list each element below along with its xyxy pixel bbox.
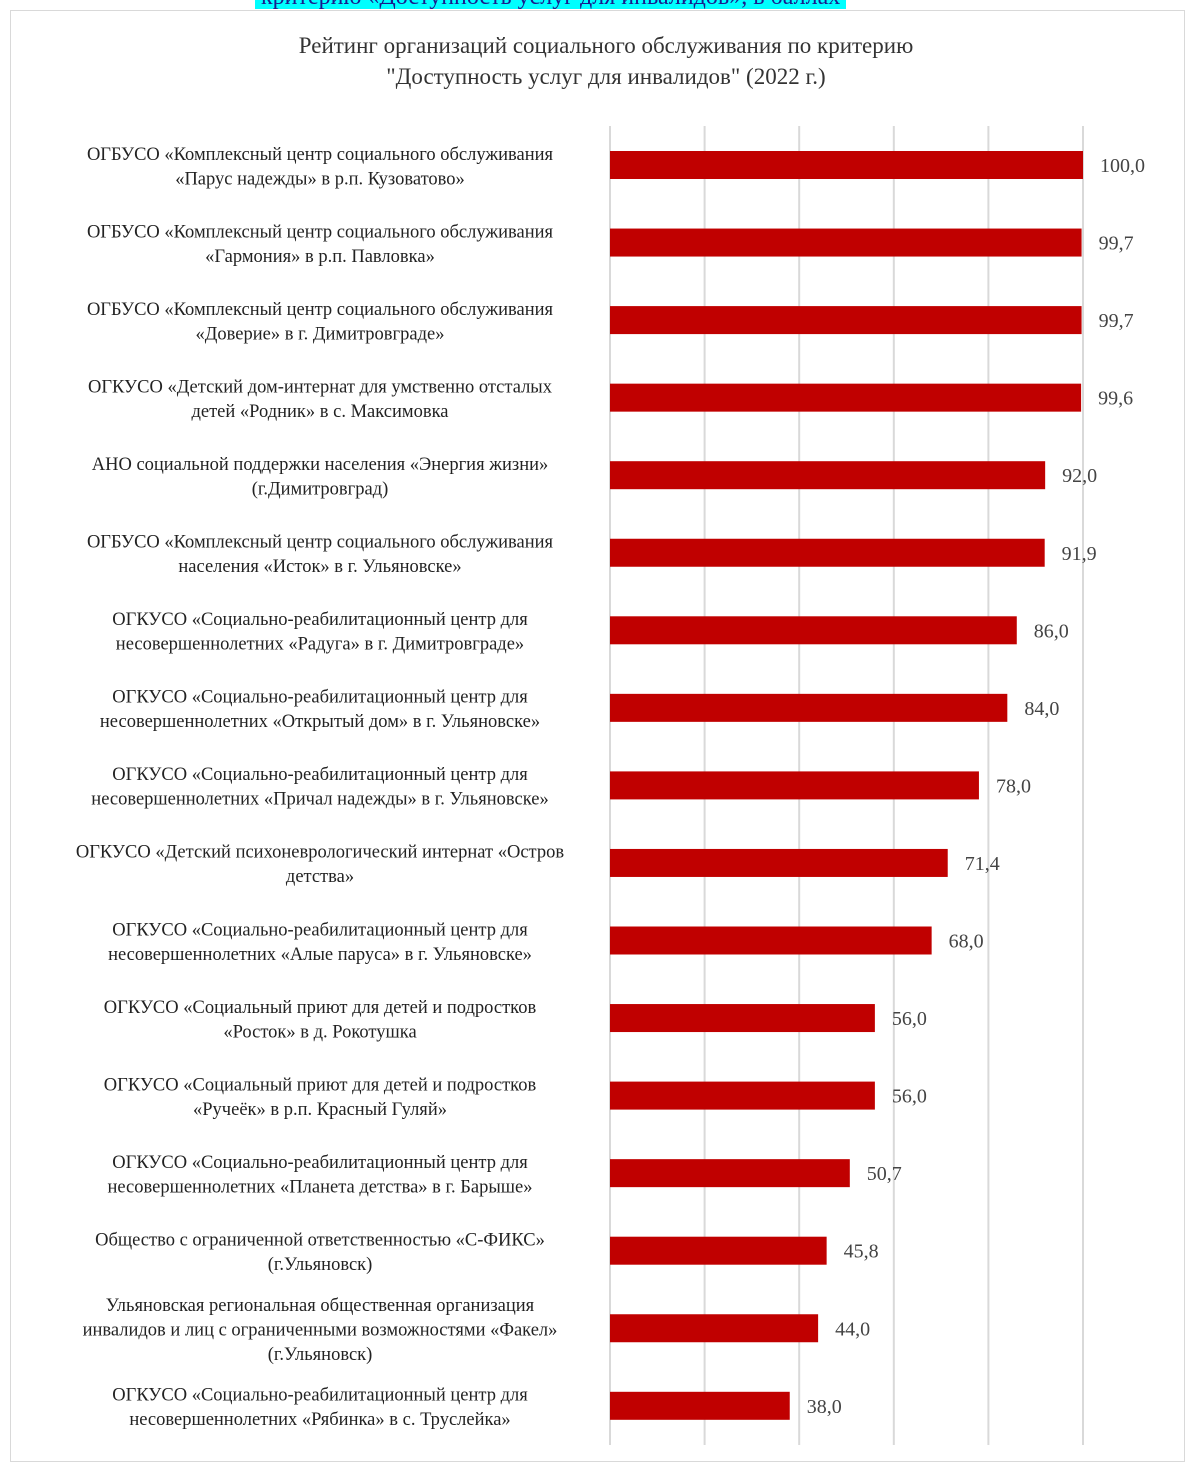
chart-title-line-1: Рейтинг организаций социального обслужив… <box>298 33 914 58</box>
bar <box>610 771 979 800</box>
data-label: 56,0 <box>892 1086 927 1108</box>
category-label: несовершеннолетних «Открытый дом» в г. У… <box>100 712 540 732</box>
category-label: ОГКУСО «Социальный приют для детей и под… <box>104 1075 537 1095</box>
category-label: ОГКУСО «Социально-реабилитационный центр… <box>112 688 528 708</box>
bar <box>610 228 1082 257</box>
category-label: (г.Ульяновск) <box>268 1255 373 1275</box>
category-label: несовершеннолетних «Алые паруса» в г. Ул… <box>108 945 532 965</box>
category-label: «Росток» в д. Рокотушка <box>223 1022 416 1042</box>
category-label: ОГКУСО «Детский дом-интернат для умствен… <box>88 377 553 397</box>
bar <box>610 538 1045 567</box>
chart-title-line-2: "Доступность услуг для инвалидов" (2022 … <box>386 64 826 89</box>
bar <box>610 1004 875 1033</box>
category-label: ОГКУСО «Социально-реабилитационный центр… <box>112 1153 528 1173</box>
bar <box>610 693 1008 722</box>
category-label: детей «Родник» в с. Максимовка <box>191 402 448 422</box>
bar <box>610 383 1082 412</box>
data-label: 99,7 <box>1099 233 1134 255</box>
data-label: 50,7 <box>867 1163 902 1185</box>
bar <box>610 1081 875 1110</box>
bar <box>610 306 1082 335</box>
bar <box>610 151 1083 179</box>
category-label: ОГКУСО «Детский психоневрологический инт… <box>76 843 564 863</box>
bar <box>610 848 948 877</box>
category-label: ОГКУСО «Социально-реабилитационный центр… <box>112 765 528 785</box>
category-label: «Доверие» в г. Димитровграде» <box>196 324 445 344</box>
data-label: 86,0 <box>1034 620 1069 642</box>
top-caption-strip: критерию «Доступность услуг для инвалидо… <box>0 0 1195 10</box>
data-label: 45,8 <box>844 1241 879 1263</box>
data-label: 91,9 <box>1062 543 1097 565</box>
category-label: несовершеннолетних «Планета детства» в г… <box>107 1177 532 1197</box>
category-label: несовершеннолетних «Рябинка» в с. Трусле… <box>129 1410 510 1430</box>
category-label: «Ручеёк» в р.п. Красный Гуляй» <box>193 1100 447 1120</box>
category-label: ОГБУСО «Комплексный центр социального об… <box>87 300 554 320</box>
data-label: 100,0 <box>1100 155 1145 177</box>
category-label: Общество с ограниченной ответственностью… <box>95 1230 545 1250</box>
data-label: 68,0 <box>949 931 984 953</box>
category-label: «Гармония» в р.п. Павловка» <box>205 247 435 267</box>
category-label: «Парус надежды» в р.п. Кузоватово» <box>175 169 465 189</box>
data-label: 71,4 <box>965 853 1000 875</box>
bar <box>610 461 1046 490</box>
data-label: 99,7 <box>1099 310 1134 332</box>
data-label: 38,0 <box>807 1396 842 1418</box>
data-label: 99,6 <box>1098 388 1133 410</box>
category-label: АНО социальной поддержки населения «Энер… <box>92 455 549 475</box>
bar <box>610 1391 790 1420</box>
category-label: несовершеннолетних «Причал надежды» в г.… <box>91 790 548 810</box>
category-label: ОГБУСО «Комплексный центр социального об… <box>87 533 554 553</box>
bar <box>610 1236 827 1265</box>
category-label: Ульяновская региональная общественная ор… <box>106 1296 535 1316</box>
category-label: ОГКУСО «Социально-реабилитационный центр… <box>112 610 528 630</box>
chart-title: Рейтинг организаций социального обслужив… <box>150 30 1062 92</box>
category-label: ОГКУСО «Социально-реабилитационный центр… <box>112 920 528 940</box>
category-label: ОГБУСО «Комплексный центр социального об… <box>87 145 554 165</box>
category-label: ОГБУСО «Комплексный центр социального об… <box>87 222 554 242</box>
data-label: 78,0 <box>996 775 1031 797</box>
bar <box>610 926 932 955</box>
data-label: 56,0 <box>892 1008 927 1030</box>
category-label: ОГКУСО «Социальный приют для детей и под… <box>104 998 537 1018</box>
category-label: (г.Ульяновск) <box>268 1345 373 1365</box>
bar <box>610 1314 819 1343</box>
category-label: несовершеннолетних «Радуга» в г. Димитро… <box>116 635 524 655</box>
category-label: ОГКУСО «Социально-реабилитационный центр… <box>112 1386 528 1406</box>
data-label: 92,0 <box>1062 465 1097 487</box>
data-label: 84,0 <box>1024 698 1059 720</box>
highlighted-caption: критерию «Доступность услуг для инвалидо… <box>255 0 847 9</box>
bar <box>610 1159 850 1188</box>
category-label: детства» <box>286 867 354 887</box>
bar <box>610 616 1017 645</box>
category-label: (г.Димитровград) <box>252 479 389 499</box>
category-label: инвалидов и лиц с ограниченными возможно… <box>83 1320 558 1340</box>
data-label: 44,0 <box>835 1318 870 1340</box>
category-label: населения «Исток» в г. Ульяновске» <box>178 557 461 577</box>
